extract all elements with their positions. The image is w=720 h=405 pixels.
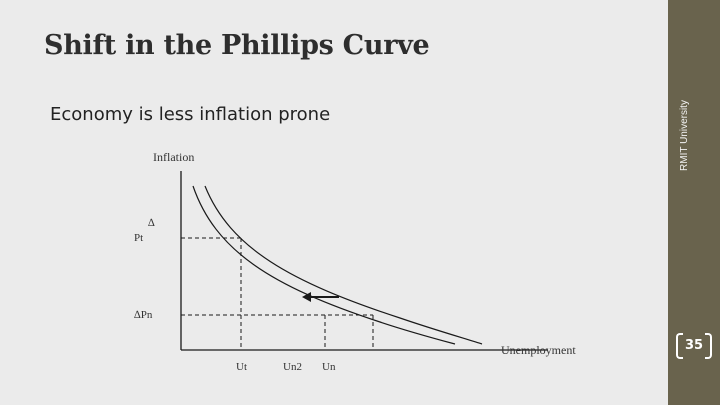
side-label: RMIT University bbox=[669, 0, 699, 270]
right-bracket-icon bbox=[705, 333, 712, 359]
delta-pn-label: ∆Pn bbox=[134, 309, 153, 321]
phillips-curve-diagram: Inflation Unemployment ∆ Pt ∆Pn Ut Un2 U… bbox=[134, 150, 576, 373]
y-axis-label: Inflation bbox=[153, 150, 194, 164]
shift-arrow-head-icon bbox=[302, 292, 311, 302]
phillips-curve-shifted bbox=[192, 185, 456, 345]
delta-label: ∆ bbox=[148, 217, 155, 229]
phillips-curve-original bbox=[204, 185, 483, 345]
x-axis-label: Unemployment bbox=[501, 343, 576, 357]
u1-label: Ut bbox=[236, 361, 247, 373]
page-number-badge: 35 bbox=[676, 333, 712, 359]
left-bracket-icon bbox=[676, 333, 683, 359]
un-label: Un bbox=[322, 361, 336, 373]
slide-title: Shift in the Phillips Curve bbox=[44, 30, 430, 61]
pt-label: Pt bbox=[134, 232, 143, 244]
page-number: 35 bbox=[684, 337, 704, 353]
slide-subtitle: Economy is less inflation prone bbox=[50, 104, 331, 125]
un2-label: Un2 bbox=[283, 361, 302, 373]
side-label-text: RMIT University bbox=[678, 99, 690, 171]
